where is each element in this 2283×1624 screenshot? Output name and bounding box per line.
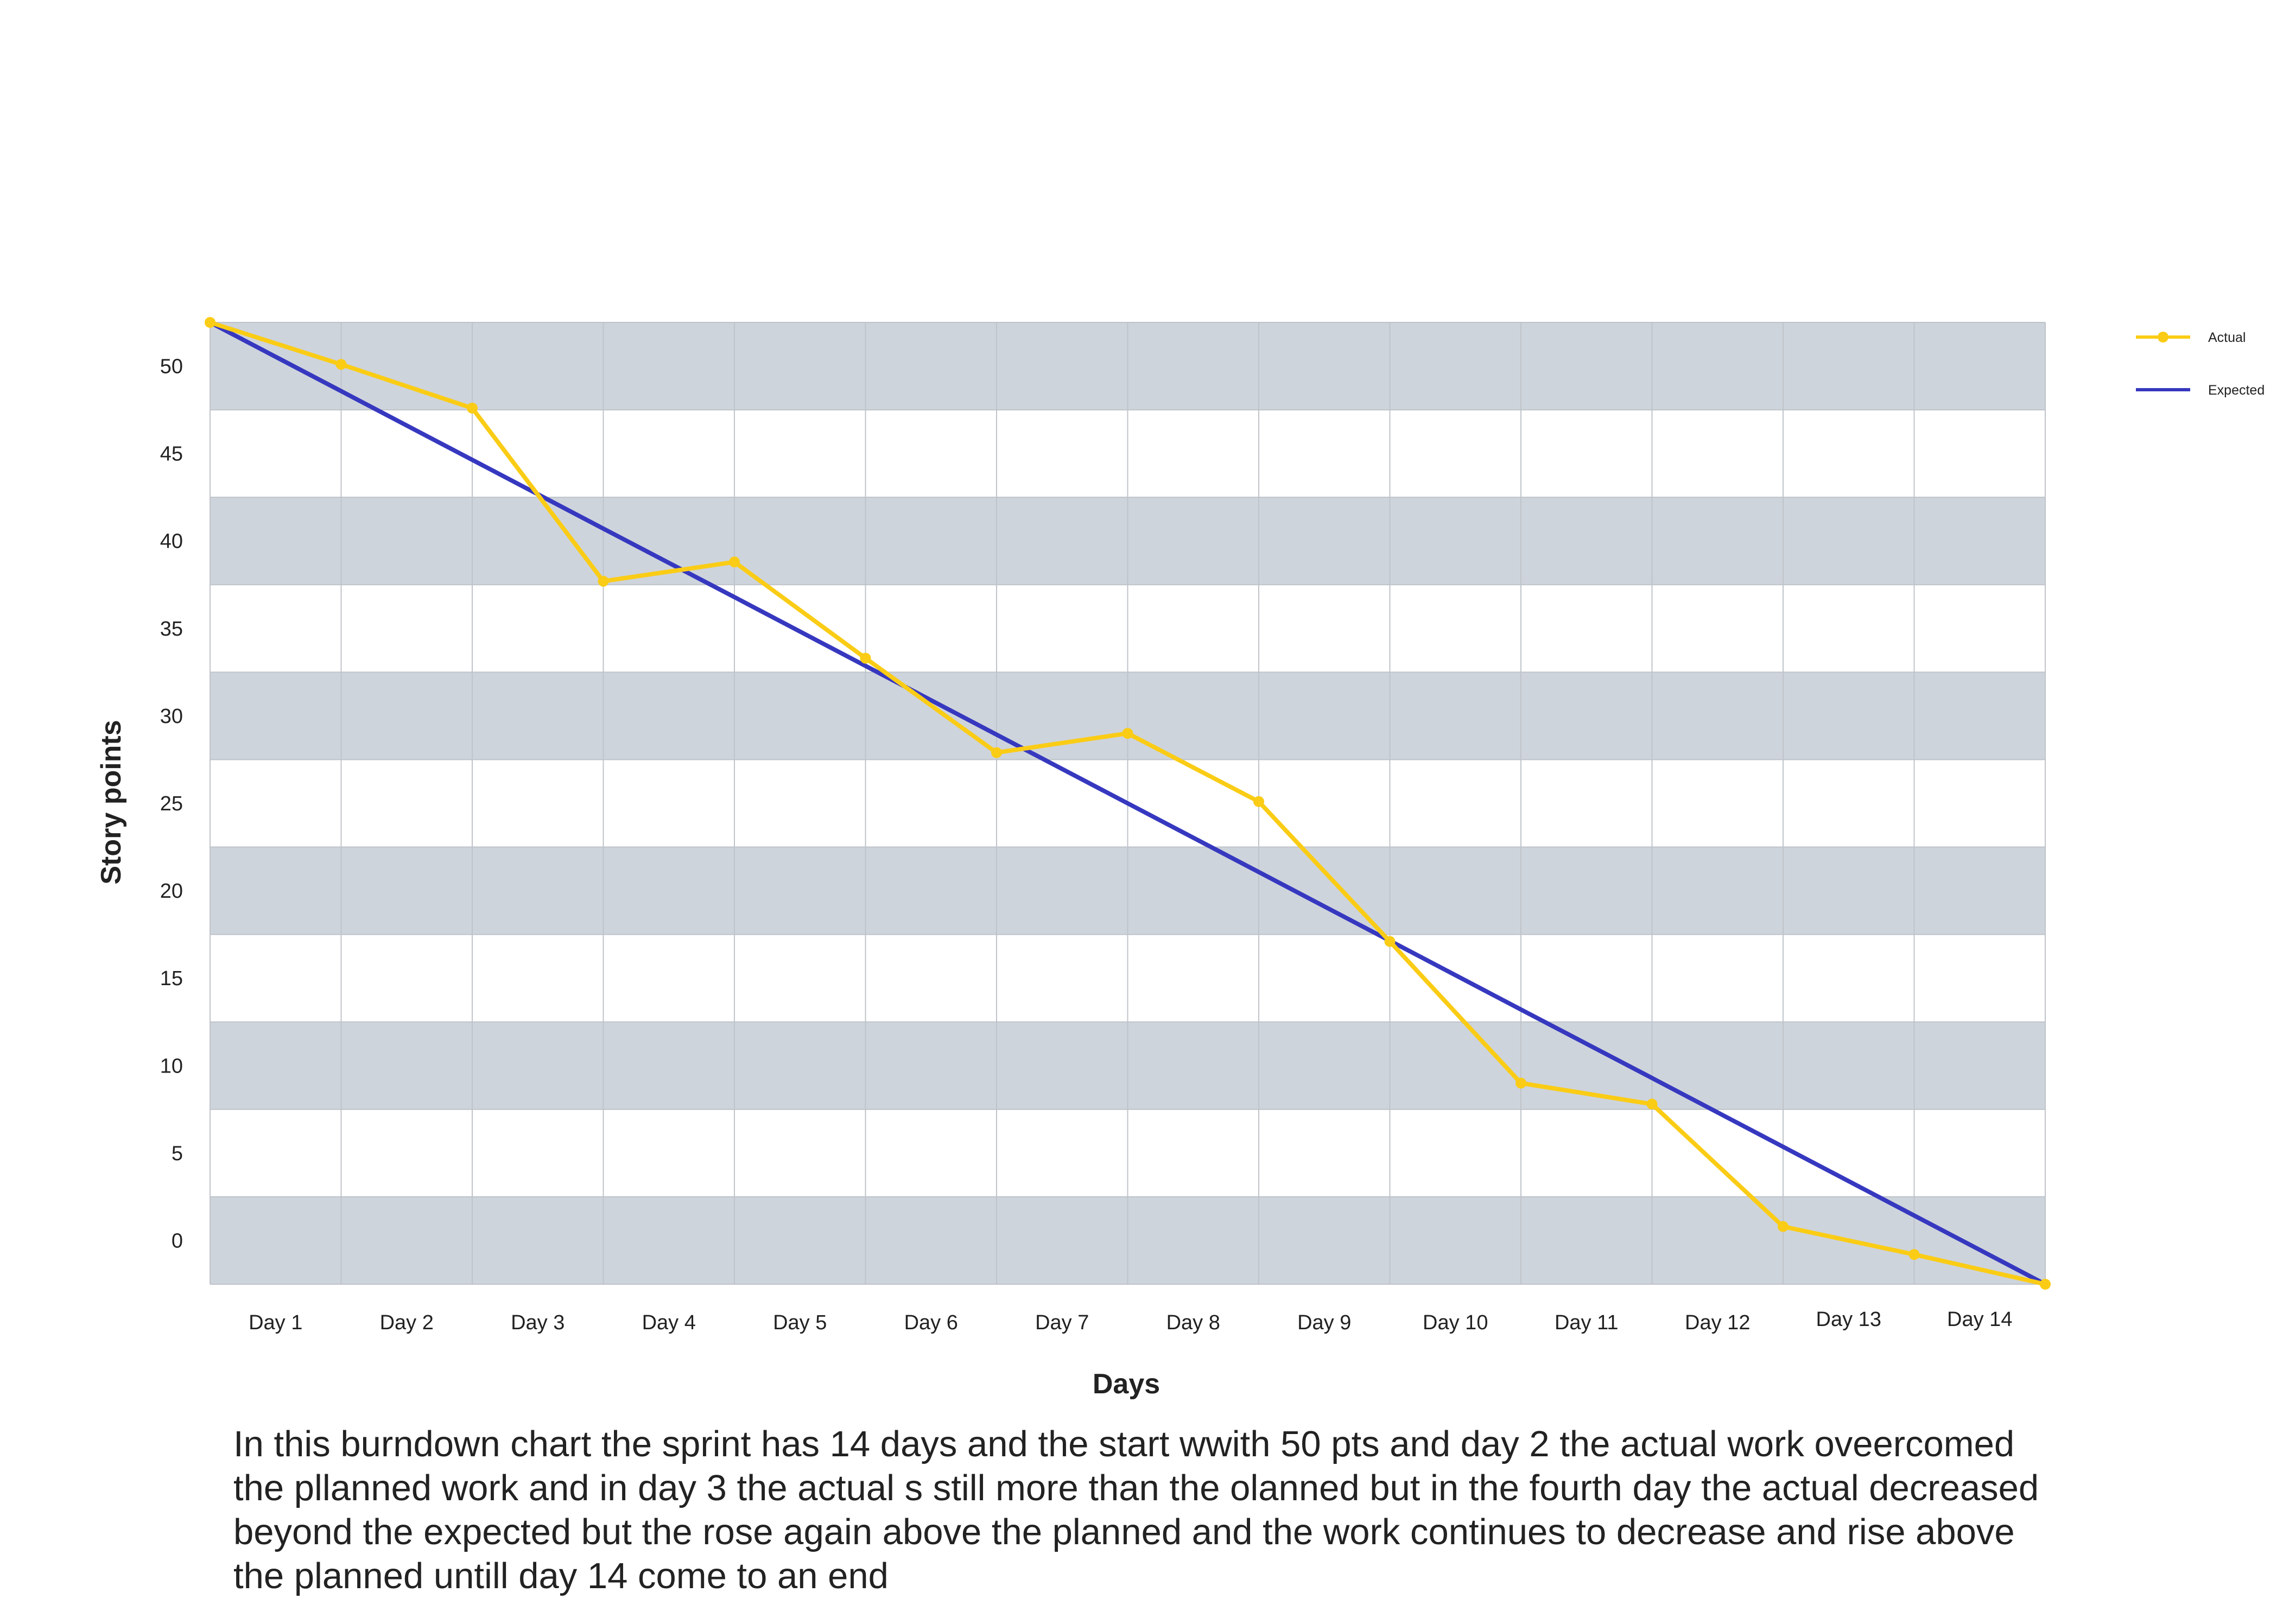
x-tick-label: Day 3: [511, 1311, 565, 1334]
series-line-expected: [208, 320, 2047, 1286]
y-tick-label: 5: [172, 1142, 183, 1165]
data-point-actual: [991, 747, 1002, 758]
y-tick-label: 40: [160, 530, 183, 553]
chart-description: In this burndown chart the sprint has 14…: [233, 1424, 2039, 1596]
x-tick-label: Day 6: [904, 1311, 958, 1334]
y-tick-label: 35: [160, 618, 183, 640]
legend-label-actual: Actual: [2208, 330, 2246, 345]
x-tick-label: Day 8: [1166, 1311, 1220, 1334]
data-point-actual: [1908, 1249, 1920, 1260]
data-point-actual: [1122, 728, 1133, 739]
x-tick-label: Day 9: [1297, 1311, 1351, 1334]
data-point-actual: [205, 317, 215, 328]
data-point-actual: [860, 652, 871, 664]
data-point-actual: [1515, 1077, 1526, 1089]
plot-gridlines: [210, 322, 2046, 1285]
x-tick-label: Day 10: [1423, 1311, 1488, 1334]
x-tick-label: Day 13: [1816, 1308, 1881, 1331]
legend-label-expected: Expected: [2208, 383, 2265, 398]
x-tick-label: Day 2: [380, 1311, 434, 1334]
y-tick-label: 20: [160, 880, 183, 903]
data-point-actual: [1646, 1099, 1658, 1110]
x-tick-label: Day 5: [773, 1311, 827, 1334]
data-point-actual: [1778, 1221, 1789, 1232]
x-tick-label: Day 12: [1685, 1311, 1750, 1334]
data-point-actual: [2040, 1279, 2051, 1290]
x-axis-title: Days: [1093, 1368, 1160, 1400]
data-point-actual: [335, 359, 347, 370]
y-axis-ticks: 0 5 10 15 20 25 30 35 40 45 50: [160, 356, 183, 1253]
x-tick-label: Day 14: [1947, 1308, 2012, 1331]
x-tick-label: Day 4: [642, 1311, 696, 1334]
series-markers: [205, 317, 2051, 1290]
data-point-actual: [729, 556, 740, 568]
x-tick-label: Day 1: [249, 1311, 302, 1334]
data-point-actual: [1253, 796, 1264, 807]
data-point-actual: [598, 575, 609, 587]
y-tick-label: 25: [160, 792, 183, 815]
legend: Actual Expected: [2136, 330, 2265, 398]
x-axis-ticks: Day 1 Day 2 Day 3 Day 4 Day 5 Day 6 Day 7 Day 8…: [249, 1308, 2012, 1334]
legend-marker-actual: [2158, 332, 2168, 342]
y-tick-label: 50: [160, 356, 183, 378]
x-tick-label: Day 7: [1035, 1311, 1089, 1334]
data-point-actual: [1384, 936, 1396, 947]
x-tick-label: Day 11: [1555, 1311, 1619, 1334]
y-tick-label: 10: [160, 1055, 183, 1077]
y-tick-label: 0: [172, 1229, 183, 1252]
y-tick-label: 15: [160, 967, 183, 990]
y-tick-label: 45: [160, 443, 183, 466]
y-axis-title: Story points: [96, 720, 127, 884]
y-tick-label: 30: [160, 705, 183, 728]
data-point-actual: [467, 402, 478, 414]
